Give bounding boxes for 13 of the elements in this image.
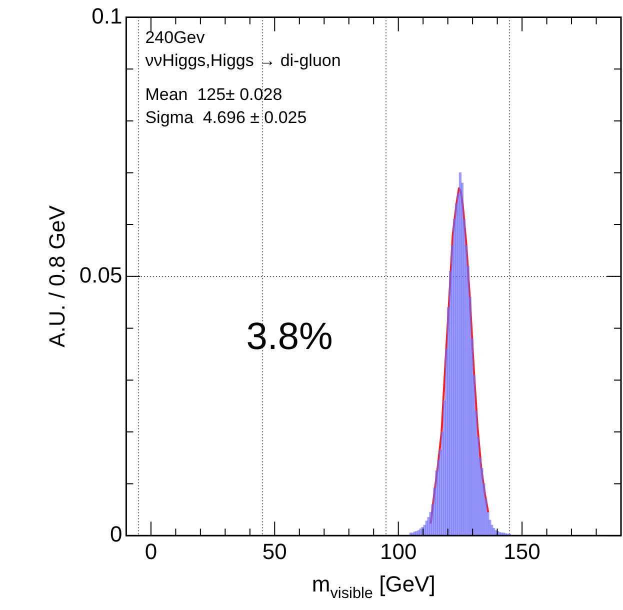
x-tick-label: 0 bbox=[144, 538, 158, 564]
annotation: Sigma 4.696 ± 0.025 bbox=[145, 108, 307, 128]
annotation: ννHiggs,Higgs → di-gluon bbox=[145, 51, 341, 70]
y-tick-label: 0 bbox=[110, 522, 122, 547]
y-axis-title: A.U. / 0.8 GeV bbox=[44, 205, 70, 348]
annotation: 3.8% bbox=[246, 316, 333, 358]
y-tick-label: 0.05 bbox=[79, 262, 122, 288]
annotation: 240Gev bbox=[145, 28, 206, 48]
annotation: Mean 125± 0.028 bbox=[145, 85, 282, 104]
x-tick-label: 50 bbox=[262, 538, 287, 564]
x-tick-label: 100 bbox=[380, 538, 417, 564]
x-tick-label: 150 bbox=[504, 538, 540, 564]
y-tick-label: 0.1 bbox=[92, 3, 122, 28]
